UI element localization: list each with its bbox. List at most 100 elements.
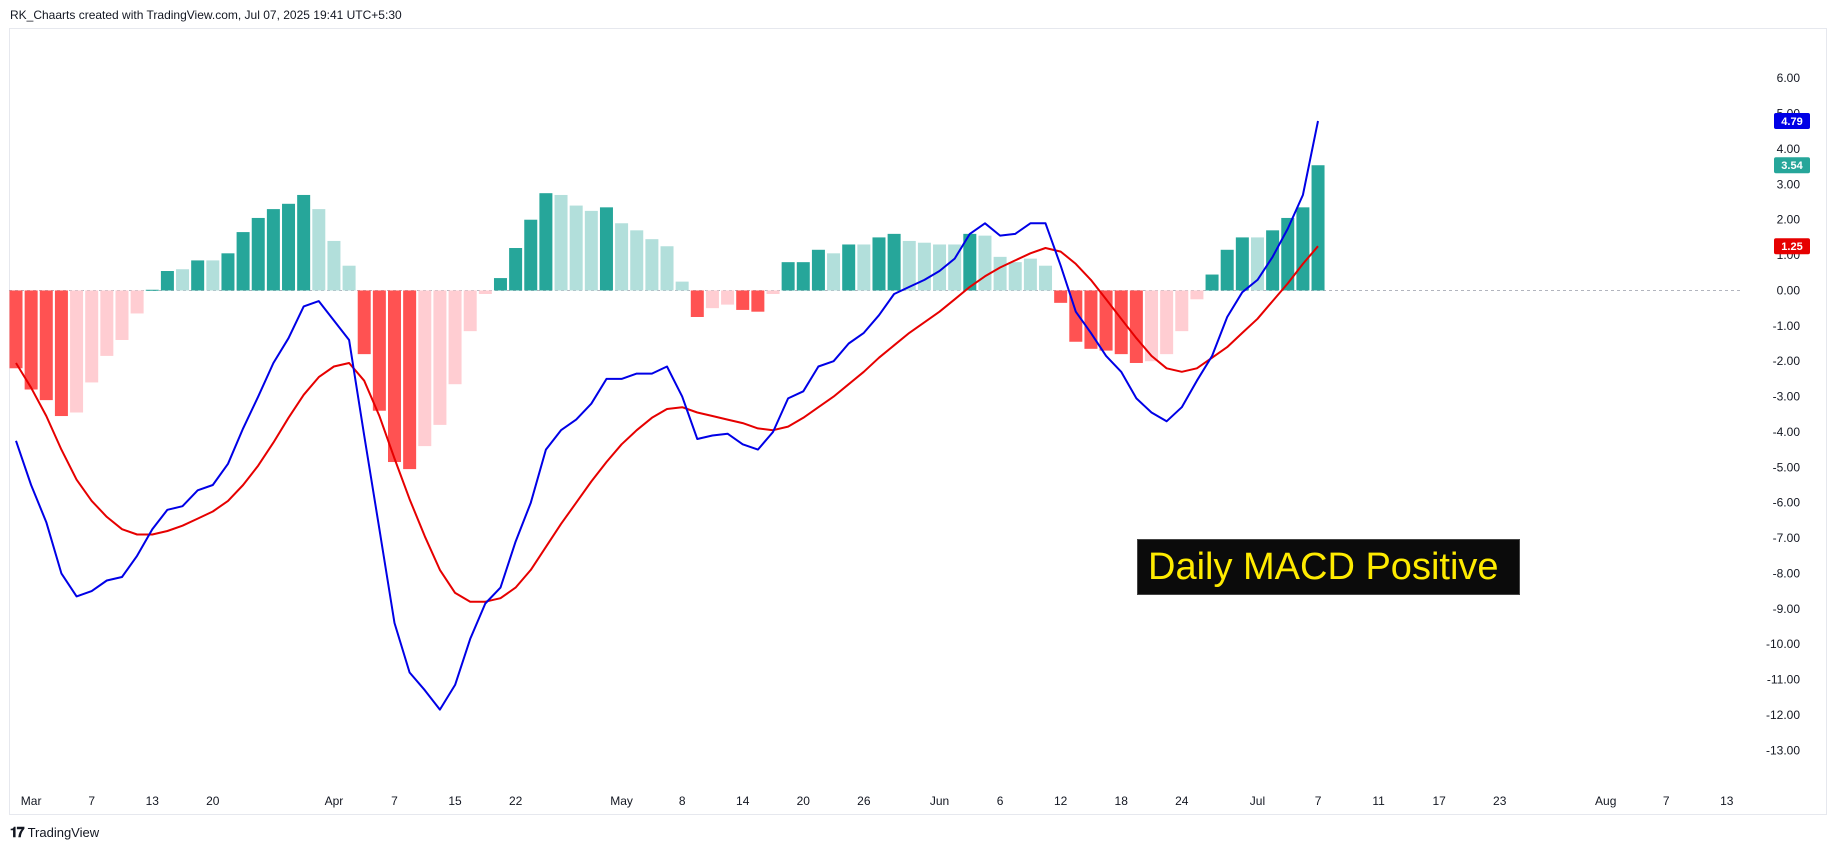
histogram-value-badge-bg — [1774, 157, 1810, 174]
histogram-bar — [206, 260, 220, 291]
histogram-bar — [599, 207, 613, 291]
histogram-bar — [1145, 290, 1158, 362]
histogram-bar — [1175, 290, 1189, 332]
y-tick-label: -4.00 — [1773, 425, 1801, 439]
macd-line — [15, 120, 1319, 711]
histogram-bar — [993, 256, 1007, 291]
histogram-bar — [554, 194, 568, 291]
macd-value-badge-bg — [1774, 113, 1810, 130]
histogram-bar — [675, 281, 689, 291]
histogram-bar — [70, 290, 84, 413]
y-tick-label: -6.00 — [1773, 496, 1801, 510]
histogram-bar — [796, 262, 810, 291]
y-tick-label: -12.00 — [1766, 708, 1800, 722]
x-tick-label: 17 — [1432, 794, 1446, 808]
histogram-bar — [191, 260, 205, 291]
tradingview-brand: TradingView — [27, 825, 100, 840]
histogram-bar — [478, 290, 492, 294]
histogram-bar — [887, 233, 901, 291]
histogram-bar — [1220, 249, 1234, 291]
x-tick-label: 6 — [997, 794, 1004, 808]
histogram-bar — [130, 290, 144, 314]
histogram-bar — [266, 209, 280, 291]
histogram-bar — [221, 253, 235, 291]
histogram-bar — [418, 290, 432, 447]
histogram-bar — [1084, 290, 1098, 349]
x-tick-label: 13 — [1720, 794, 1734, 808]
x-tick-label: Jul — [1250, 794, 1265, 808]
x-tick-label: 23 — [1493, 794, 1507, 808]
x-tick-label: 15 — [448, 794, 462, 808]
histogram-bar — [509, 248, 523, 291]
signal-line-path — [15, 245, 1319, 603]
histogram-bar — [1250, 237, 1264, 291]
histogram-bar — [85, 290, 99, 383]
histogram-bar — [1129, 290, 1143, 363]
chart-annotation: Daily MACD Positive — [1137, 539, 1520, 595]
y-axis[interactable]: 6.005.004.003.002.001.000.00-1.00-2.00-3… — [1766, 71, 1800, 757]
histogram-bar — [433, 290, 447, 425]
histogram-bar — [721, 290, 735, 305]
histogram-bar — [1205, 274, 1219, 291]
histogram-bar — [251, 217, 265, 291]
y-tick-label: -9.00 — [1773, 602, 1801, 616]
histogram-bar — [766, 290, 780, 294]
histogram-bar — [24, 290, 38, 390]
y-tick-label: -3.00 — [1773, 390, 1801, 404]
x-tick-label: 11 — [1372, 794, 1385, 808]
x-tick-label: 12 — [1054, 794, 1068, 808]
histogram-bar — [857, 244, 871, 291]
y-tick-label: 2.00 — [1777, 213, 1801, 227]
histogram-bar — [630, 230, 644, 291]
histogram-bar — [39, 290, 53, 401]
signal-value-badge: 1.25 — [1781, 241, 1802, 253]
histogram-bar — [1235, 237, 1249, 291]
y-tick-label: -1.00 — [1773, 319, 1801, 333]
histogram-bar — [327, 240, 341, 291]
histogram-bar — [872, 237, 886, 291]
y-tick-label: 3.00 — [1777, 177, 1801, 191]
signal-value-badge-bg — [1774, 238, 1810, 255]
histogram-bar — [9, 290, 23, 369]
y-tick-label: -2.00 — [1773, 354, 1801, 368]
x-tick-label: Jun — [930, 794, 949, 808]
x-tick-label: 14 — [736, 794, 750, 808]
histogram-bar — [902, 240, 916, 291]
x-tick-label: May — [610, 794, 633, 808]
histogram-bar — [781, 262, 795, 291]
x-tick-label: Aug — [1595, 794, 1616, 808]
histogram-bar — [963, 233, 977, 291]
histogram-bar — [176, 269, 190, 291]
y-tick-label: -8.00 — [1773, 566, 1801, 580]
histogram-bar — [54, 290, 68, 417]
y-tick-label: -11.00 — [1767, 673, 1800, 687]
y-tick-label: -13.00 — [1766, 743, 1800, 757]
signal-line — [15, 245, 1319, 603]
histogram-bar — [357, 290, 371, 355]
chart-frame — [9, 28, 1827, 815]
histogram-bar — [584, 210, 598, 291]
histogram-bar — [1311, 165, 1325, 291]
y-tick-label: -5.00 — [1773, 460, 1801, 474]
tradingview-footer[interactable]: 𝟏𝟕 TradingView — [10, 824, 99, 841]
x-axis[interactable]: Mar 7 13 20 Apr 7 15 22 May 8 14 20 26 Jun 6 12 18 24 Jul 7… — [21, 794, 1734, 808]
histogram-bar — [736, 290, 750, 310]
histogram-bar — [463, 290, 477, 332]
histogram-bar — [524, 219, 538, 291]
histogram-value-badge: 3.54 — [1781, 160, 1803, 172]
chart-attribution: RK_Chaarts created with TradingView.com,… — [10, 8, 402, 22]
histogram-bar — [448, 290, 462, 385]
histogram-bar — [978, 235, 992, 291]
histogram-bar — [615, 223, 629, 291]
x-tick-label: Apr — [325, 794, 344, 808]
histogram-bar — [751, 290, 765, 312]
y-tick-label: -10.00 — [1766, 637, 1800, 651]
histogram-bar — [827, 253, 841, 291]
histogram-bar — [1190, 290, 1204, 300]
histogram-bar — [948, 244, 962, 291]
x-tick-label: 7 — [1315, 794, 1322, 808]
x-tick-label: 18 — [1115, 794, 1129, 808]
histogram-bar — [1099, 290, 1113, 351]
histogram-bar — [1266, 230, 1280, 291]
